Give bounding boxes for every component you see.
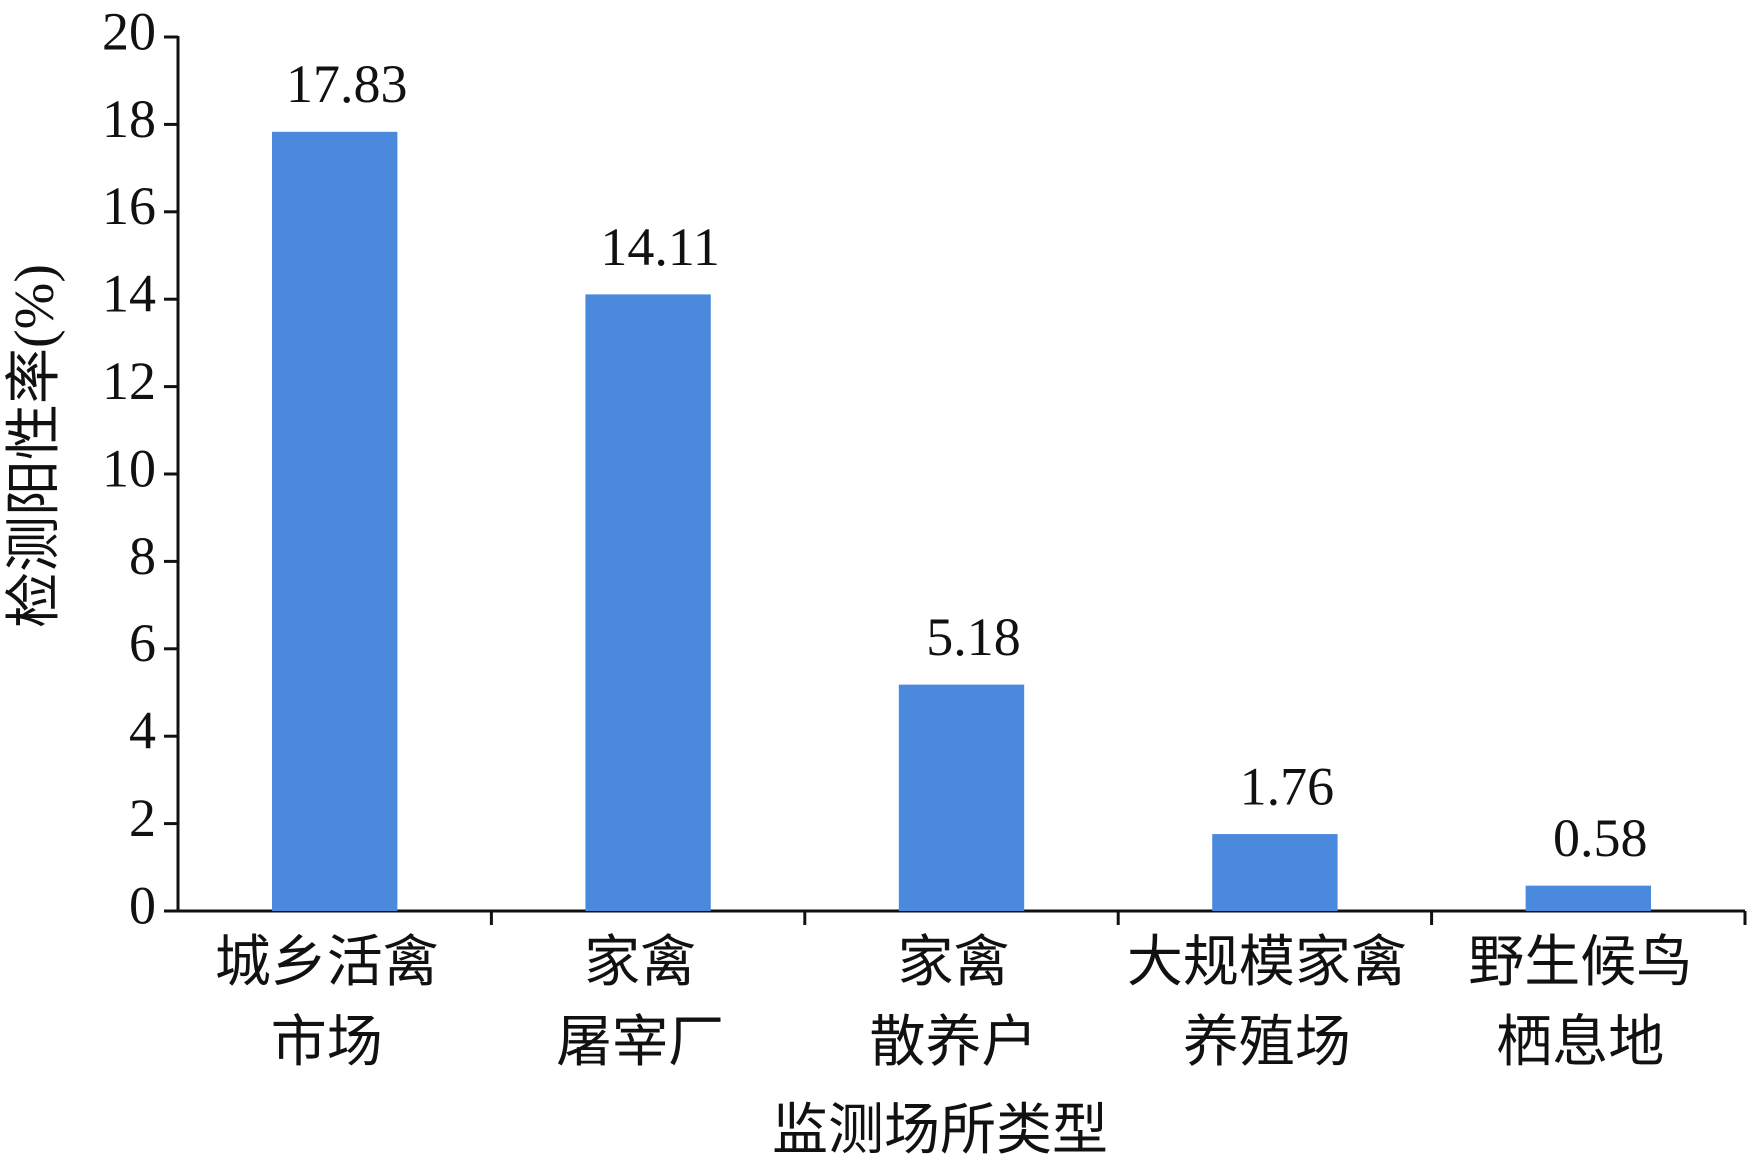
x-axis-label: 监测场所类型 [772,1100,1108,1162]
x-tick-label: 屠宰厂 [556,1012,724,1074]
y-tick-label: 10 [102,438,156,498]
value-label: 0.58 [1553,808,1648,868]
y-axis-label: 检测阳性率(%) [4,264,66,628]
bar [272,131,398,912]
y-tick-label: 0 [129,875,156,935]
value-label: 14.11 [600,217,720,277]
y-tick-label: 2 [129,788,156,848]
value-label: 5.18 [926,607,1021,667]
y-tick-label: 20 [102,1,156,61]
bar [1212,834,1338,911]
x-tick-label: 大规模家禽 [1127,932,1407,994]
y-tick-label: 18 [102,89,156,149]
value-label: 1.76 [1240,756,1335,816]
x-tick-label: 野生候鸟 [1468,932,1692,994]
x-tick-label: 散养户 [870,1012,1038,1074]
x-tick-label: 市场 [271,1012,383,1074]
y-tick-label: 16 [102,176,156,236]
x-tick-label: 养殖场 [1183,1012,1351,1074]
x-tick-label: 城乡活禽 [215,932,439,994]
x-tick-label: 栖息地 [1496,1012,1664,1074]
value-label: 17.83 [286,54,408,114]
bar [1525,885,1651,911]
y-tick-label: 6 [129,613,156,673]
y-tick-label: 14 [102,264,156,324]
x-tick-label: 家禽 [584,932,696,994]
bar [898,684,1025,911]
y-tick-label: 8 [129,526,156,586]
bar [585,294,711,911]
x-tick-label: 家禽 [898,932,1010,994]
y-tick-label: 4 [129,701,156,761]
y-tick-label: 12 [102,351,156,411]
